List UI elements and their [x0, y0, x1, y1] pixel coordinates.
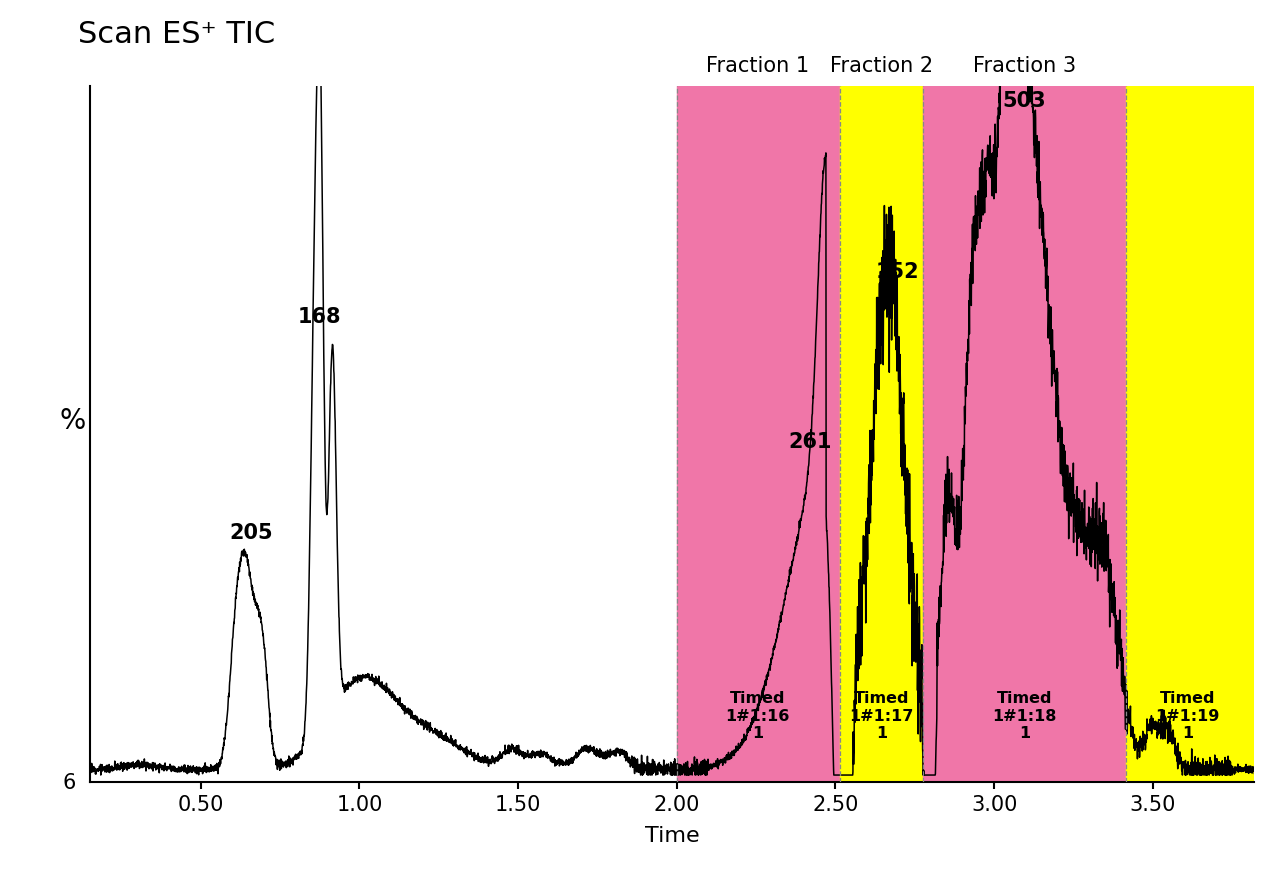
Bar — [840, 87, 923, 782]
Text: 503: 503 — [1002, 91, 1046, 111]
Text: 6: 6 — [63, 773, 76, 792]
Text: Scan ES⁺ TIC: Scan ES⁺ TIC — [78, 20, 275, 49]
Text: Timed
1#1:16
1: Timed 1#1:16 1 — [726, 691, 790, 740]
Text: Timed
1#1:17
1: Timed 1#1:17 1 — [850, 691, 914, 740]
X-axis label: Time: Time — [645, 825, 699, 845]
Text: Fraction 1: Fraction 1 — [707, 56, 809, 76]
Text: 168: 168 — [298, 307, 342, 327]
Bar — [923, 87, 1126, 782]
Text: Timed
1#1:18
1: Timed 1#1:18 1 — [992, 691, 1056, 740]
Text: Fraction 2: Fraction 2 — [829, 56, 933, 76]
Bar — [677, 87, 840, 782]
Text: Fraction 3: Fraction 3 — [973, 56, 1076, 76]
Y-axis label: %: % — [60, 407, 86, 434]
Text: 261: 261 — [788, 432, 832, 452]
Text: Timed
1#1:19
1: Timed 1#1:19 1 — [1156, 691, 1220, 740]
Bar — [1126, 87, 1254, 782]
Text: 205: 205 — [229, 522, 273, 542]
Text: 152: 152 — [876, 262, 919, 282]
